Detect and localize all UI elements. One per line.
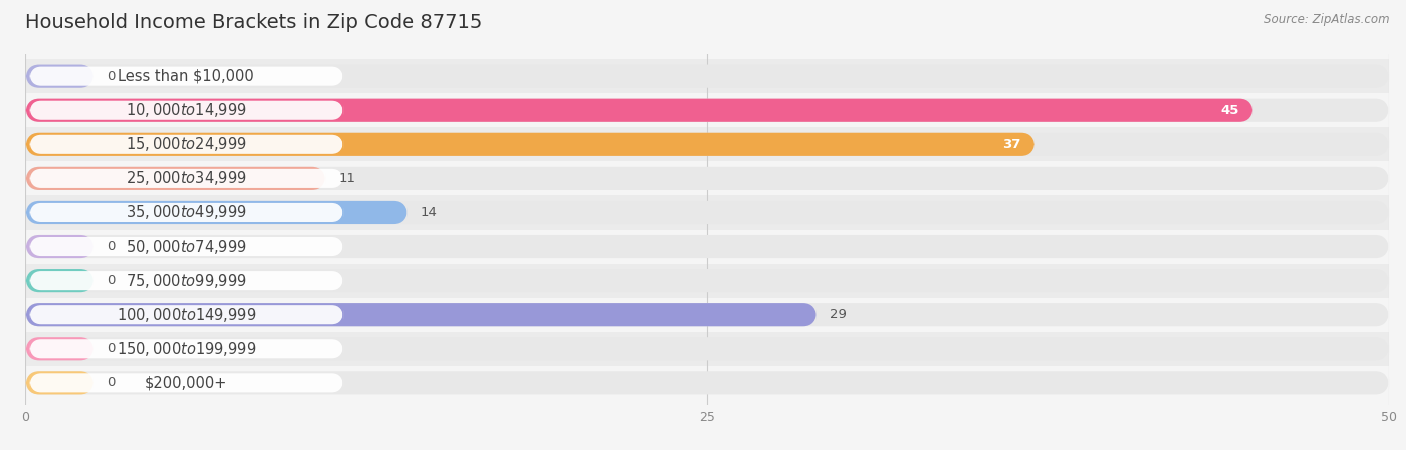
FancyBboxPatch shape <box>25 235 93 258</box>
FancyBboxPatch shape <box>25 167 325 190</box>
FancyBboxPatch shape <box>30 305 343 324</box>
FancyBboxPatch shape <box>25 371 93 395</box>
Bar <box>25 127 1389 162</box>
Text: $100,000 to $149,999: $100,000 to $149,999 <box>117 306 256 324</box>
Text: 45: 45 <box>1220 104 1239 117</box>
FancyBboxPatch shape <box>30 135 343 154</box>
Bar <box>25 59 1389 93</box>
Bar <box>25 230 1389 264</box>
Text: 0: 0 <box>107 274 115 287</box>
Text: Household Income Brackets in Zip Code 87715: Household Income Brackets in Zip Code 87… <box>25 14 482 32</box>
Text: $75,000 to $99,999: $75,000 to $99,999 <box>125 272 246 290</box>
FancyBboxPatch shape <box>25 303 817 326</box>
Bar <box>25 162 1389 195</box>
Text: Less than $10,000: Less than $10,000 <box>118 69 254 84</box>
Text: $35,000 to $49,999: $35,000 to $49,999 <box>125 203 246 221</box>
Bar <box>25 264 1389 297</box>
FancyBboxPatch shape <box>30 339 343 358</box>
Text: 29: 29 <box>830 308 846 321</box>
Bar <box>25 366 1389 400</box>
FancyBboxPatch shape <box>25 167 1389 190</box>
FancyBboxPatch shape <box>30 271 343 290</box>
Text: $200,000+: $200,000+ <box>145 375 228 390</box>
Bar <box>25 195 1389 230</box>
FancyBboxPatch shape <box>25 201 408 224</box>
Text: $50,000 to $74,999: $50,000 to $74,999 <box>125 238 246 256</box>
Text: $150,000 to $199,999: $150,000 to $199,999 <box>117 340 256 358</box>
FancyBboxPatch shape <box>25 201 1389 224</box>
FancyBboxPatch shape <box>25 371 1389 395</box>
FancyBboxPatch shape <box>25 99 1253 122</box>
Text: 11: 11 <box>339 172 356 185</box>
FancyBboxPatch shape <box>30 67 343 86</box>
Text: 0: 0 <box>107 70 115 83</box>
FancyBboxPatch shape <box>30 374 343 392</box>
FancyBboxPatch shape <box>30 203 343 222</box>
Text: $25,000 to $34,999: $25,000 to $34,999 <box>125 169 246 187</box>
FancyBboxPatch shape <box>25 269 1389 292</box>
FancyBboxPatch shape <box>25 269 93 292</box>
Text: 37: 37 <box>1002 138 1021 151</box>
FancyBboxPatch shape <box>25 133 1035 156</box>
FancyBboxPatch shape <box>30 169 343 188</box>
Text: 0: 0 <box>107 342 115 355</box>
FancyBboxPatch shape <box>25 337 93 360</box>
Bar <box>25 93 1389 127</box>
Text: $15,000 to $24,999: $15,000 to $24,999 <box>125 135 246 153</box>
FancyBboxPatch shape <box>30 101 343 120</box>
FancyBboxPatch shape <box>25 99 1389 122</box>
FancyBboxPatch shape <box>25 133 1389 156</box>
FancyBboxPatch shape <box>25 303 1389 326</box>
FancyBboxPatch shape <box>30 237 343 256</box>
FancyBboxPatch shape <box>25 64 93 88</box>
Text: $10,000 to $14,999: $10,000 to $14,999 <box>125 101 246 119</box>
FancyBboxPatch shape <box>25 235 1389 258</box>
Bar <box>25 332 1389 366</box>
Text: 14: 14 <box>420 206 437 219</box>
Text: Source: ZipAtlas.com: Source: ZipAtlas.com <box>1264 14 1389 27</box>
FancyBboxPatch shape <box>25 337 1389 360</box>
FancyBboxPatch shape <box>25 64 1389 88</box>
Text: 0: 0 <box>107 376 115 389</box>
Bar <box>25 297 1389 332</box>
Text: 0: 0 <box>107 240 115 253</box>
